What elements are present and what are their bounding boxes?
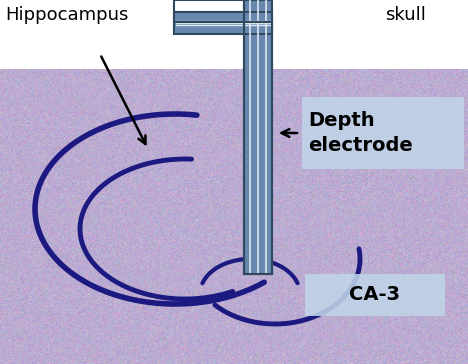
Text: CA-3: CA-3 [350, 285, 401, 305]
Text: skull: skull [385, 6, 426, 24]
FancyBboxPatch shape [302, 97, 464, 169]
Text: Depth
electrode: Depth electrode [308, 111, 413, 155]
Bar [244, 0, 272, 274]
Text: Hippocampus: Hippocampus [5, 6, 128, 24]
FancyBboxPatch shape [305, 274, 445, 316]
Bar [174, 12, 272, 34]
